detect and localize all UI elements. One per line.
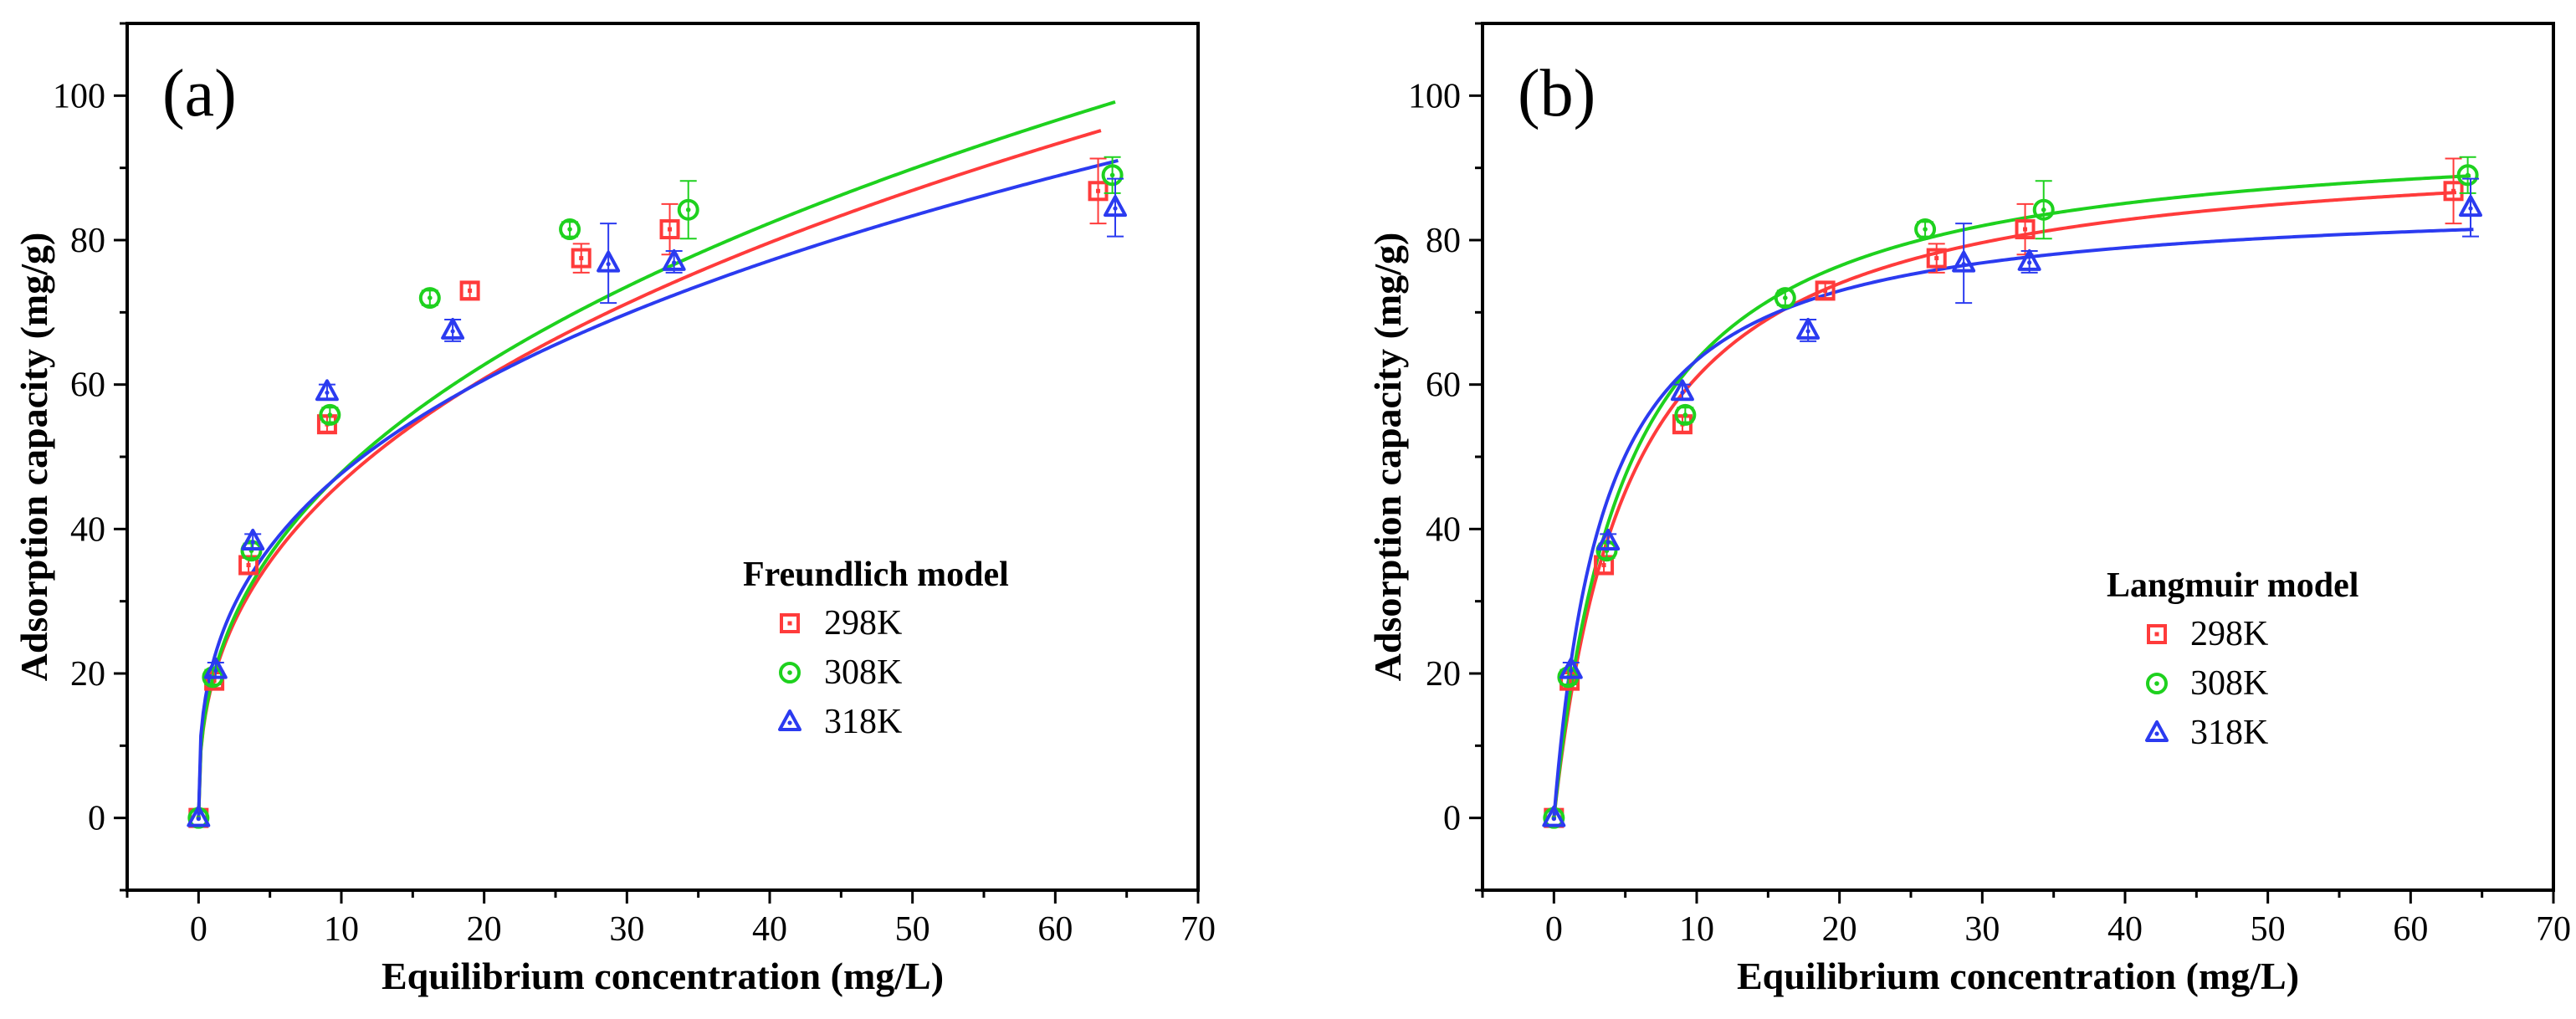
legend: Langmuir model 298K 308K 318K <box>2107 566 2358 752</box>
data-point-298K <box>1088 181 1109 202</box>
y-tick-label: 0 <box>1443 800 1461 838</box>
x-tick-label: 60 <box>2393 910 2428 949</box>
legend-marker-308K <box>779 662 801 684</box>
plot-frame <box>125 22 1200 892</box>
data-point-318K <box>203 657 228 679</box>
legend: Freundlich model 298K 308K 318K <box>743 556 1009 741</box>
x-tick-label: 50 <box>2251 910 2286 949</box>
y-tick-label: 60 <box>1426 366 1461 405</box>
data-point-308K <box>1774 287 1796 310</box>
fit-curve-308K <box>197 100 1116 818</box>
data-point-308K <box>677 198 699 221</box>
data-point-308K <box>418 287 441 310</box>
legend-marker-318K <box>778 709 801 731</box>
data-point-298K <box>1594 555 1615 576</box>
data-point-308K <box>1101 164 1124 187</box>
data-point-298K <box>2015 219 2036 240</box>
legend-label-308K: 308K <box>824 653 902 692</box>
legend-marker-308K <box>2146 673 2168 694</box>
data-point-298K <box>571 248 592 269</box>
legend-marker-298K <box>780 613 800 633</box>
data-point-318K <box>315 379 339 402</box>
legend-title: Freundlich model <box>743 556 1009 594</box>
data-point-308K <box>2032 198 2055 221</box>
x-tick-label: 10 <box>1679 910 1714 949</box>
y-tick-label: 20 <box>1426 655 1461 694</box>
data-point-318K <box>662 248 686 271</box>
panel-label: (a) <box>162 57 237 131</box>
data-point-318K <box>241 529 265 551</box>
x-tick-label: 40 <box>752 910 787 949</box>
fit-curve-318K <box>1552 228 2474 818</box>
x-axis-title: Equilibrium concentration (mg/L) <box>1737 955 2299 997</box>
data-point-318K <box>1104 195 1128 218</box>
x-tick-label: 0 <box>190 910 207 949</box>
x-tick-label: 40 <box>2107 910 2143 949</box>
data-point-318K <box>441 317 465 340</box>
data-point-318K <box>2459 195 2483 218</box>
data-point-318K <box>1952 250 1976 273</box>
fit-curve-298K <box>1552 191 2457 818</box>
data-point-298K <box>2443 181 2464 202</box>
data-point-308K <box>319 403 341 426</box>
x-tick-label: 30 <box>609 910 644 949</box>
fit-curve-298K <box>197 129 1102 818</box>
legend-marker-318K <box>2145 720 2169 742</box>
data-point-298K <box>659 219 680 240</box>
y-tick-label: 40 <box>1426 510 1461 549</box>
data-point-318K <box>1542 805 1566 827</box>
x-tick-label: 20 <box>1822 910 1857 949</box>
x-tick-label: 20 <box>467 910 502 949</box>
data-point-298K <box>238 555 259 576</box>
data-point-318K <box>597 250 621 273</box>
data-point-308K <box>2456 164 2479 187</box>
legend-label-308K: 308K <box>2190 664 2268 703</box>
x-tick-label: 10 <box>324 910 359 949</box>
x-tick-label: 0 <box>1545 910 1563 949</box>
data-point-318K <box>187 805 211 827</box>
data-point-318K <box>1596 529 1621 551</box>
y-tick-label: 80 <box>1426 222 1461 260</box>
data-point-308K <box>1914 218 1937 241</box>
y-axis-title: Adsorption capacity (mg/g) <box>1366 233 1409 682</box>
panel-label: (b) <box>1518 57 1595 131</box>
y-tick-label: 100 <box>53 77 105 115</box>
data-point-318K <box>1670 379 1694 402</box>
fit-curve-318K <box>197 158 1119 818</box>
data-point-308K <box>1674 403 1697 426</box>
x-tick-label: 30 <box>1964 910 2000 949</box>
legend-label-298K: 298K <box>824 604 902 643</box>
legend-marker-298K <box>2147 624 2167 644</box>
legend-title: Langmuir model <box>2107 566 2358 605</box>
x-tick-label: 50 <box>895 910 930 949</box>
chart-panel-a: 0 10 20 30 40 50 60 70 0 20 40 60 80 100 Equilibrium c… <box>13 22 1216 997</box>
x-tick-label: 70 <box>1180 910 1216 949</box>
data-point-318K <box>1796 317 1821 340</box>
y-tick-label: 40 <box>70 510 105 549</box>
legend-label-298K: 298K <box>2190 615 2268 653</box>
data-point-318K <box>2017 248 2041 271</box>
data-point-298K <box>459 280 480 301</box>
legend-label-318K: 318K <box>2190 714 2268 752</box>
y-tick-label: 0 <box>88 800 105 838</box>
x-axis-title: Equilibrium concentration (mg/L) <box>382 955 944 997</box>
y-tick-label: 100 <box>1408 77 1461 115</box>
y-axis-title: Adsorption capacity (mg/g) <box>13 233 55 682</box>
data-point-298K <box>1926 248 1947 269</box>
data-point-308K <box>559 218 581 241</box>
y-tick-label: 60 <box>70 366 105 405</box>
chart-panel-b: 0 10 20 30 40 50 60 70 0 20 40 60 80 100 Equilibrium c… <box>1366 22 2571 997</box>
legend-label-318K: 318K <box>824 703 902 741</box>
data-point-298K <box>1815 280 1836 301</box>
fit-curve-308K <box>1552 174 2471 818</box>
x-tick-label: 70 <box>2536 910 2571 949</box>
y-tick-label: 80 <box>70 222 105 260</box>
data-point-318K <box>1559 657 1583 679</box>
x-tick-label: 60 <box>1037 910 1073 949</box>
y-tick-label: 20 <box>70 655 105 694</box>
